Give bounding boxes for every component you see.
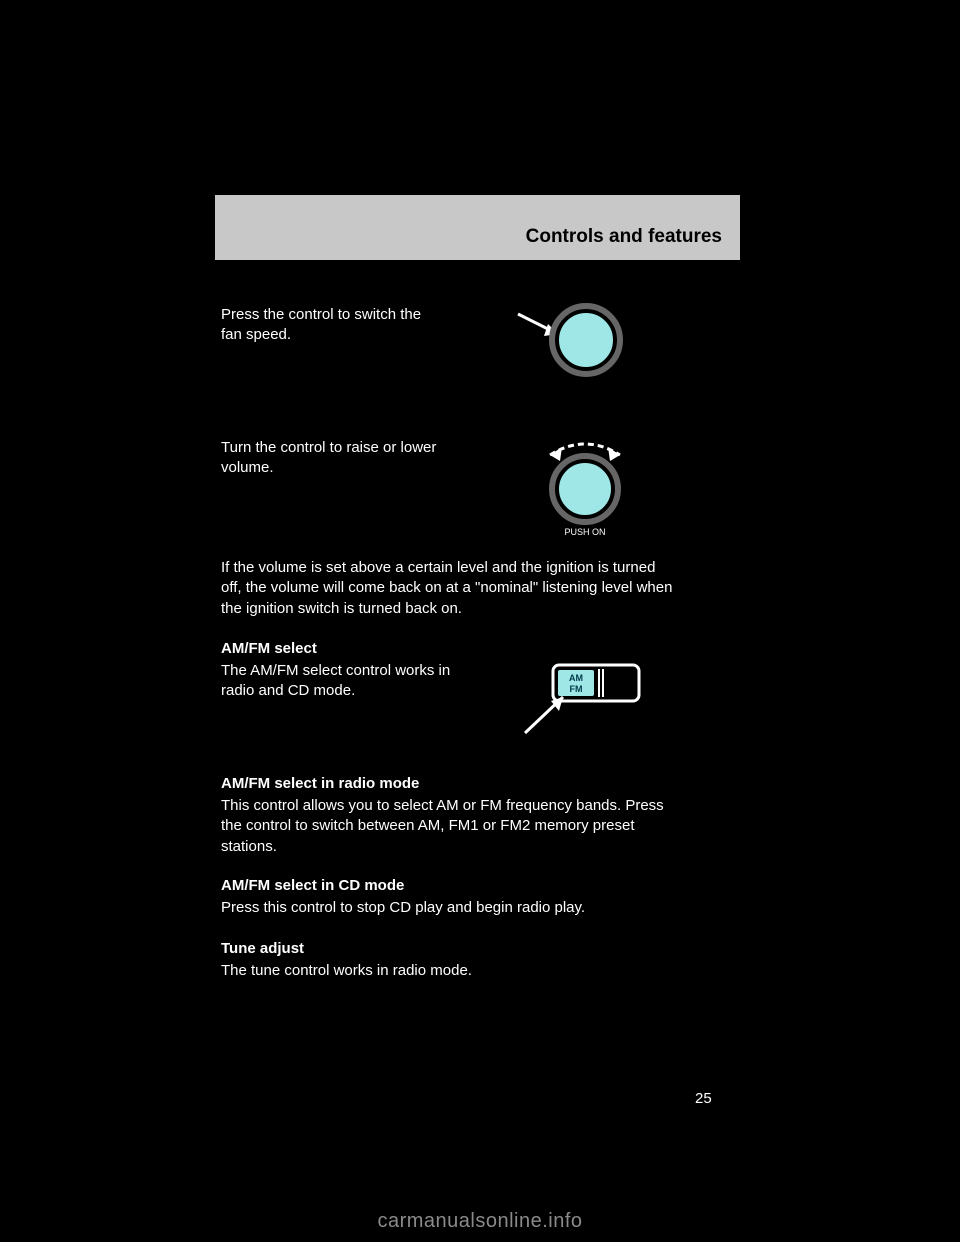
text-line: volume. [221, 458, 491, 478]
text-line: the control to switch between AM, FM1 or… [221, 816, 736, 836]
paragraph-nominal-volume: If the volume is set above a certain lev… [221, 558, 736, 619]
svg-text:FM: FM [570, 684, 583, 694]
text-line: The tune control works in radio mode. [221, 961, 736, 981]
svg-text:AM: AM [569, 673, 583, 683]
text-line: the ignition switch is turned back on. [221, 599, 736, 619]
header-title: Controls and features [526, 226, 722, 248]
section-amfm-cd-mode: AM/FM select in CD mode Press this contr… [221, 877, 736, 918]
section-amfm-radio-mode: AM/FM select in radio mode This control … [221, 775, 736, 857]
text-line: Press this control to stop CD play and b… [221, 898, 736, 918]
text-line: fan speed. [221, 325, 491, 345]
text-line: stations. [221, 837, 736, 857]
text-line: Press the control to switch the [221, 305, 491, 325]
amfm-button-icon: AM FM [515, 655, 665, 755]
text-line: The AM/FM select control works in [221, 661, 511, 681]
watermark: carmanualsonline.info [0, 1210, 960, 1233]
header-bar: Controls and features [215, 195, 740, 260]
heading-amfm-radio: AM/FM select in radio mode [221, 775, 736, 792]
volume-knob-icon [500, 296, 650, 386]
text-line: off, the volume will come back on at a "… [221, 578, 736, 598]
text-line: This control allows you to select AM or … [221, 796, 736, 816]
heading-amfm-cd: AM/FM select in CD mode [221, 877, 736, 894]
text-line: radio and CD mode. [221, 681, 511, 701]
volume-turn-knob-icon: PUSH ON [520, 427, 660, 547]
page-number: 25 [695, 1090, 712, 1107]
text-line: If the volume is set above a certain lev… [221, 558, 736, 578]
heading-amfm-select: AM/FM select [221, 640, 511, 657]
section-tune-adjust: Tune adjust The tune control works in ra… [221, 940, 736, 981]
section-amfm-select: AM/FM select The AM/FM select control wo… [221, 640, 511, 702]
paragraph-volume: Turn the control to raise or lower volum… [221, 438, 491, 479]
text-line: Turn the control to raise or lower [221, 438, 491, 458]
heading-tune-adjust: Tune adjust [221, 940, 736, 957]
paragraph-fan-speed: Press the control to switch the fan spee… [221, 305, 491, 346]
push-on-label: PUSH ON [564, 527, 605, 537]
